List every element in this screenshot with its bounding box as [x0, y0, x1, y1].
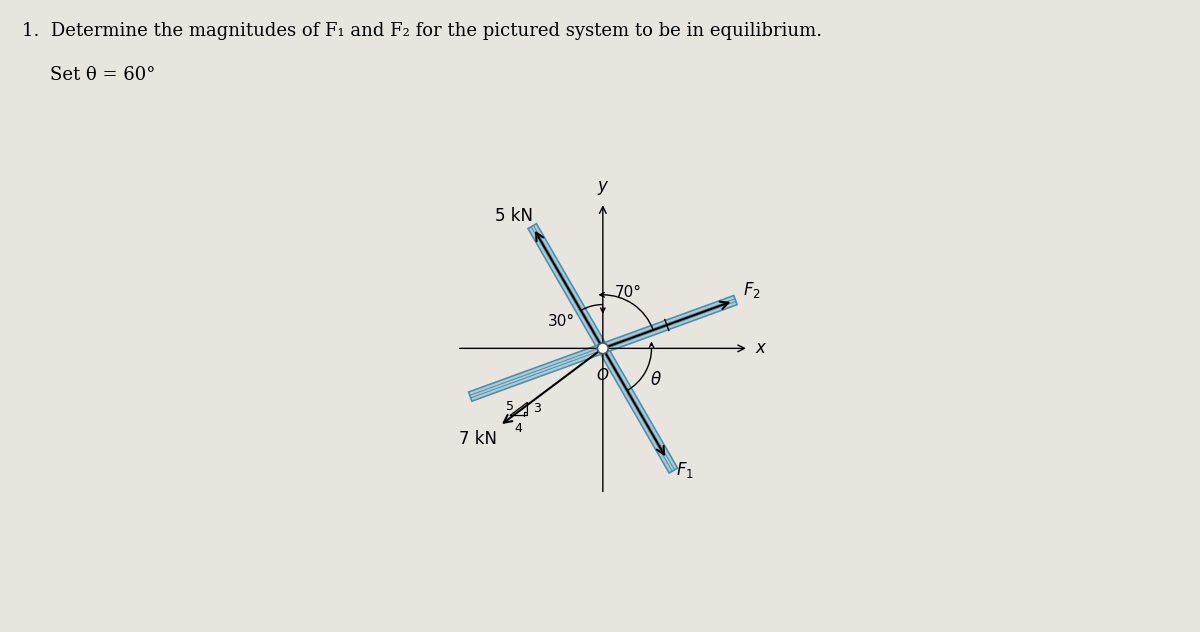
Text: $F_1$: $F_1$: [676, 459, 694, 480]
Text: 30°: 30°: [548, 314, 575, 329]
Text: $x$: $x$: [755, 339, 767, 357]
Text: 7 kN: 7 kN: [458, 430, 497, 448]
Text: 3: 3: [533, 403, 541, 415]
Text: 1.  Determine the magnitudes of F₁ and F₂ for the pictured system to be in equil: 1. Determine the magnitudes of F₁ and F₂…: [22, 22, 822, 40]
Text: 4: 4: [515, 422, 522, 435]
Text: $O$: $O$: [596, 367, 610, 383]
Polygon shape: [528, 224, 678, 473]
Circle shape: [598, 343, 608, 354]
Text: 5 kN: 5 kN: [496, 207, 533, 225]
Text: $F_2$: $F_2$: [743, 280, 761, 300]
Polygon shape: [468, 296, 737, 401]
Text: 5: 5: [505, 400, 514, 413]
Text: 70°: 70°: [614, 285, 642, 300]
Text: $\theta$: $\theta$: [650, 371, 662, 389]
Text: Set θ = 60°: Set θ = 60°: [50, 66, 156, 84]
Text: $y$: $y$: [596, 178, 610, 197]
